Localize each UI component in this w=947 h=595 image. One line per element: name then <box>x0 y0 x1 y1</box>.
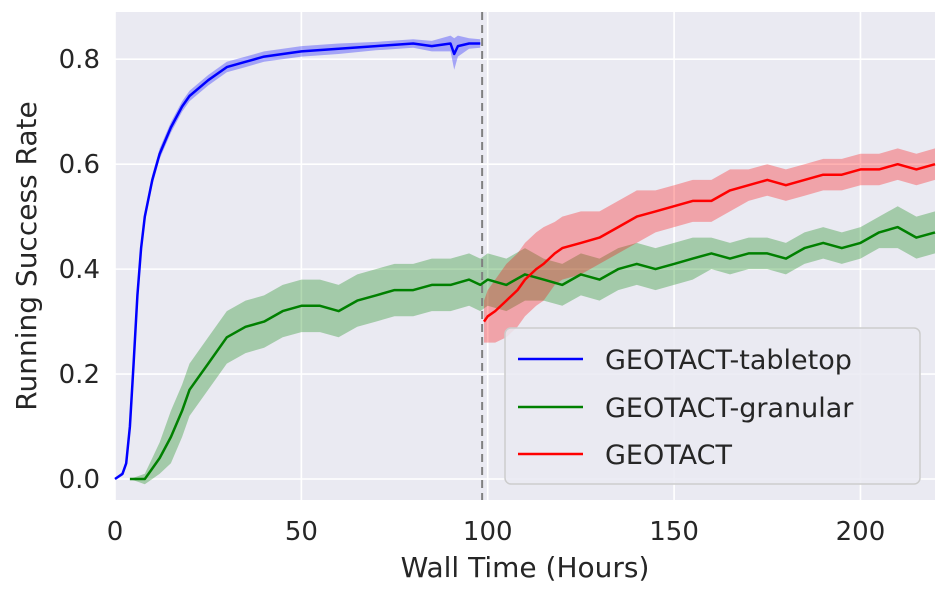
legend-label-geotact-granular: GEOTACT-granular <box>605 393 854 424</box>
y-tick-label: 0.2 <box>59 360 100 390</box>
x-tick-label: 0 <box>107 517 124 547</box>
y-tick-label: 0.4 <box>59 255 100 285</box>
x-tick-label: 150 <box>649 517 699 547</box>
y-tick-label: 0.6 <box>59 150 100 180</box>
legend-label-geotact: GEOTACT <box>605 440 732 471</box>
series-line-geotact-tabletop <box>114 42 481 481</box>
x-tick-label: 50 <box>285 517 318 547</box>
series-lines <box>114 42 936 481</box>
y-tick-label: 0.8 <box>59 45 100 75</box>
y-tick-label: 0.0 <box>59 465 100 495</box>
series-line-geotact-granular <box>129 225 936 481</box>
series-line-geotact <box>482 162 936 323</box>
x-axis-ticks: 0 50 100 150 200 <box>107 517 886 547</box>
y-axis-ticks: 0.0 0.2 0.4 0.6 0.8 <box>59 45 100 495</box>
x-axis-label: Wall Time (Hours) <box>401 551 650 584</box>
x-tick-label: 100 <box>463 517 513 547</box>
y-axis-label: Running Success Rate <box>10 101 43 410</box>
band-geotact-granular <box>129 206 935 485</box>
legend-label-geotact-tabletop: GEOTACT-tabletop <box>605 345 852 376</box>
legend-box <box>504 327 921 485</box>
x-tick-label: 200 <box>836 517 886 547</box>
legend: GEOTACT-tabletop GEOTACT-granular GEOTAC… <box>504 327 921 485</box>
